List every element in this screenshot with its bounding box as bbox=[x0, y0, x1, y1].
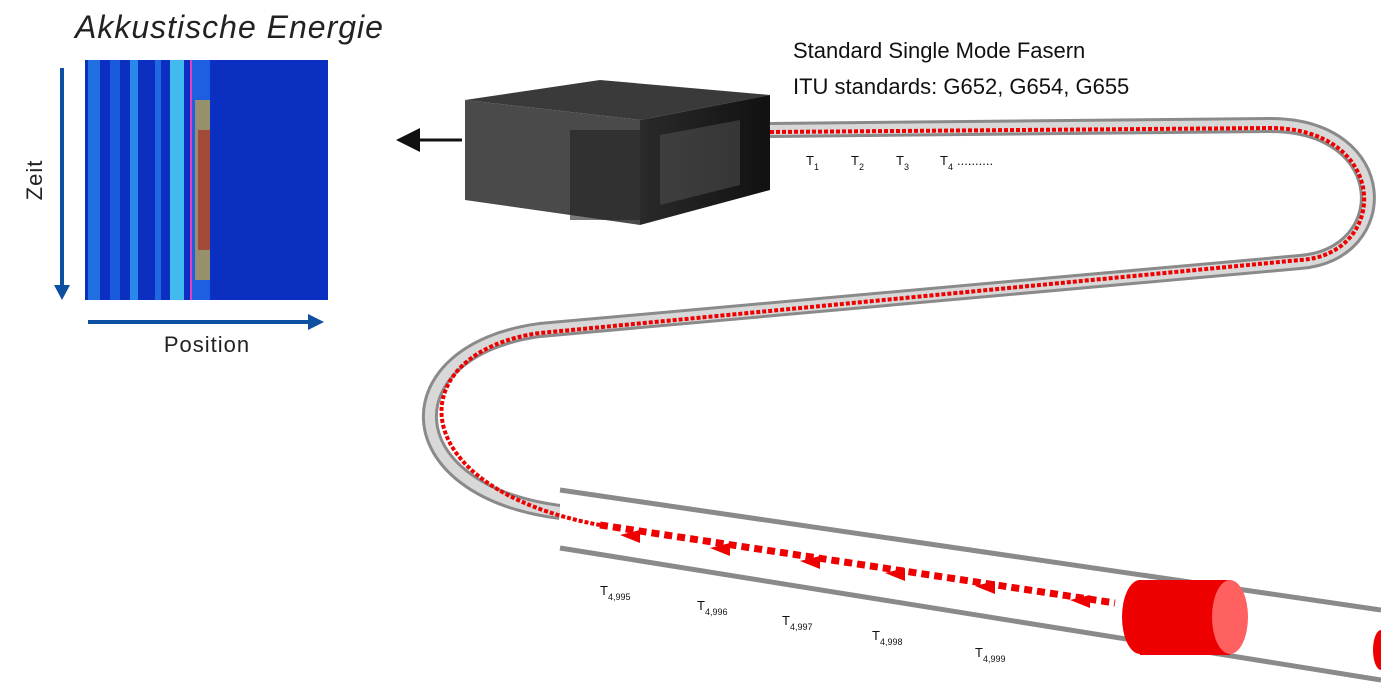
x-axis-label: Position bbox=[164, 332, 250, 357]
heatmap bbox=[85, 60, 328, 300]
title: Akkustische Energie bbox=[73, 9, 384, 45]
fiber-line2: ITU standards: G652, G654, G655 bbox=[793, 74, 1129, 99]
time-label: T4,996 bbox=[697, 598, 727, 617]
time-labels-top: T1 T2 T3 T4 .......... bbox=[806, 153, 993, 172]
fiber-line1: Standard Single Mode Fasern bbox=[793, 38, 1085, 63]
time-label: T4 bbox=[940, 153, 953, 172]
time-label: T4,997 bbox=[782, 613, 812, 632]
time-label: T4,995 bbox=[600, 583, 630, 602]
time-label: T2 bbox=[851, 153, 864, 172]
device bbox=[465, 80, 770, 225]
fiber bbox=[422, 116, 1381, 683]
ellipsis: .......... bbox=[957, 153, 993, 168]
time-label: T1 bbox=[806, 153, 819, 172]
y-axis-label: Zeit bbox=[22, 160, 47, 201]
time-label: T3 bbox=[896, 153, 909, 172]
time-labels-bottom: T4,995 T4,996 T4,997 T4,998 T4,999 bbox=[600, 583, 1005, 664]
time-label: T4,998 bbox=[872, 628, 902, 647]
time-label: T4,999 bbox=[975, 645, 1005, 664]
